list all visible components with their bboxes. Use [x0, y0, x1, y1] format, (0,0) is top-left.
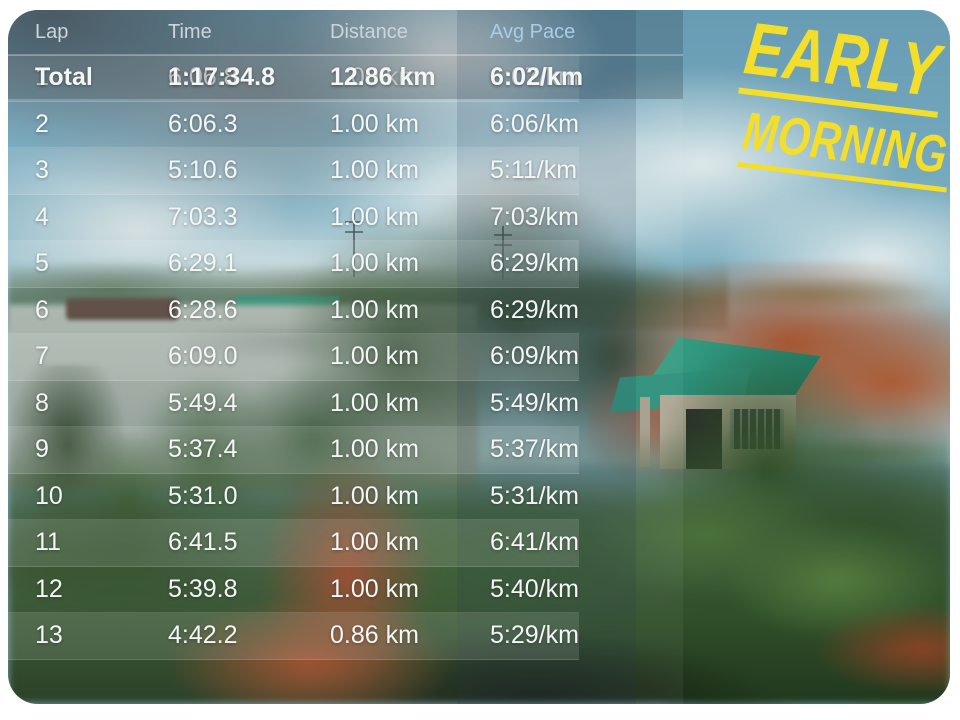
distance-cell: 1.00 km — [330, 295, 419, 324]
distance-cell: 1.00 km — [330, 202, 419, 231]
time-cell: 6:41.5 — [168, 528, 238, 557]
pace-cell: 6:07/km — [490, 63, 579, 92]
distance-cell: 1.00 km — [330, 249, 419, 278]
lap-cell: 13 — [35, 621, 63, 650]
lap-cell: 3 — [35, 156, 49, 185]
lap-row: 4 7:03.3 1.00 km 7:03/km — [8, 195, 579, 241]
pace-cell: 6:29/km — [490, 249, 579, 278]
time-cell: 5:37.4 — [168, 435, 238, 464]
lap-cell: 5 — [35, 249, 49, 278]
lap-table-total-row: Total 1:17:34.8 12.86 km 6:02/km — [8, 55, 683, 99]
time-cell: 7:03.3 — [168, 202, 238, 231]
time-cell: 5:39.8 — [168, 574, 238, 603]
column-header-lap[interactable]: Lap — [35, 20, 69, 43]
lap-cell: 12 — [35, 574, 63, 603]
lap-cell: 8 — [35, 388, 49, 417]
pace-cell: 5:37/km — [490, 435, 579, 464]
pace-cell: 7:03/km — [490, 202, 579, 231]
lap-cell: 9 — [35, 435, 49, 464]
time-cell: 5:49.4 — [168, 388, 238, 417]
time-cell: 6:09.0 — [168, 342, 238, 371]
distance-cell: 1.00 km — [330, 574, 419, 603]
background-photo: Lap Time Distance Avg Pace 1 6:06.8 1.00 k… — [8, 10, 950, 704]
time-cell: 6:29.1 — [168, 249, 238, 278]
time-cell: 6:06.8 — [168, 63, 238, 92]
total-pace: 6:02/km — [490, 63, 584, 91]
lap-cell: 4 — [35, 202, 49, 231]
total-distance: 12.86 km — [330, 63, 436, 91]
distance-cell: 1.00 km — [330, 481, 419, 510]
lap-row: 5 6:29.1 1.00 km 6:29/km — [8, 241, 579, 288]
distance-cell: 0.86 km — [330, 621, 419, 650]
pace-cell: 6:29/km — [490, 295, 579, 324]
distance-cell: 1.00 km — [330, 528, 419, 557]
lap-rows: 1 6:06.8 1.00 km 6:07/km 2 6:06.3 1.00 km 6:06/… — [8, 55, 579, 660]
lap-cell: 10 — [35, 481, 63, 510]
lap-row: 3 5:10.6 1.00 km 5:11/km — [8, 148, 579, 195]
time-cell: 6:28.6 — [168, 295, 238, 324]
lap-table: Lap Time Distance Avg Pace 1 6:06.8 1.00 k… — [8, 10, 683, 704]
time-cell: 4:42.2 — [168, 621, 238, 650]
pace-cell: 6:41/km — [490, 528, 579, 557]
distance-cell: 1.00 km — [330, 435, 419, 464]
pace-cell: 5:29/km — [490, 621, 579, 650]
lap-cell: 2 — [35, 109, 49, 138]
pace-cell: 6:09/km — [490, 342, 579, 371]
total-label: Total — [35, 63, 93, 91]
lap-row: 7 6:09.0 1.00 km 6:09/km — [8, 334, 579, 381]
lap-cell: 7 — [35, 342, 49, 371]
lap-row: 8 5:49.4 1.00 km 5:49/km — [8, 381, 579, 427]
pace-cell: 5:11/km — [490, 156, 578, 185]
stamp-text-early: EARLY — [738, 6, 948, 118]
coffee-plantation-foreground — [8, 430, 950, 704]
lap-row: 13 4:42.2 0.86 km 5:29/km — [8, 613, 579, 660]
column-header-distance[interactable]: Distance — [330, 20, 408, 43]
lap-cell: 1 — [35, 63, 49, 92]
lap-row: 9 5:37.4 1.00 km 5:37/km — [8, 427, 579, 474]
pace-cell: 5:31/km — [490, 481, 579, 510]
lap-row: 6 6:28.6 1.00 km 6:29/km — [8, 288, 579, 334]
distance-cell: 1.00 km — [330, 156, 419, 185]
distance-cell: 1.00 km — [330, 388, 419, 417]
lap-row: 12 5:39.8 1.00 km 5:40/km — [8, 567, 579, 613]
distance-cell: 1.00 km — [330, 342, 419, 371]
pace-cell: 6:06/km — [490, 109, 579, 138]
pace-cell: 5:49/km — [490, 388, 579, 417]
lap-table-header: Lap Time Distance Avg Pace — [8, 10, 683, 55]
lap-row: 2 6:06.3 1.00 km 6:06/km — [8, 102, 579, 148]
distance-cell: 1.00 km — [330, 109, 419, 138]
total-time: 1:17:34.8 — [168, 63, 276, 91]
time-cell: 5:10.6 — [168, 156, 238, 185]
column-header-time[interactable]: Time — [168, 20, 212, 43]
time-cell: 6:06.3 — [168, 109, 238, 138]
lap-row: 11 6:41.5 1.00 km 6:41/km — [8, 520, 579, 567]
lap-cell: 11 — [35, 528, 61, 557]
column-header-avg-pace[interactable]: Avg Pace — [490, 20, 576, 43]
pace-cell: 5:40/km — [490, 574, 579, 603]
lap-cell: 6 — [35, 295, 49, 324]
early-morning-stamp: EARLY MORNING — [729, 6, 956, 193]
time-cell: 5:31.0 — [168, 481, 238, 510]
lap-row: 10 5:31.0 1.00 km 5:31/km — [8, 474, 579, 520]
photo-matte-overlay — [8, 10, 950, 704]
distance-cell: 1.00 km — [330, 63, 419, 92]
lap-row: 1 6:06.8 1.00 km 6:07/km — [8, 55, 579, 102]
pace-column-highlight — [457, 10, 636, 704]
